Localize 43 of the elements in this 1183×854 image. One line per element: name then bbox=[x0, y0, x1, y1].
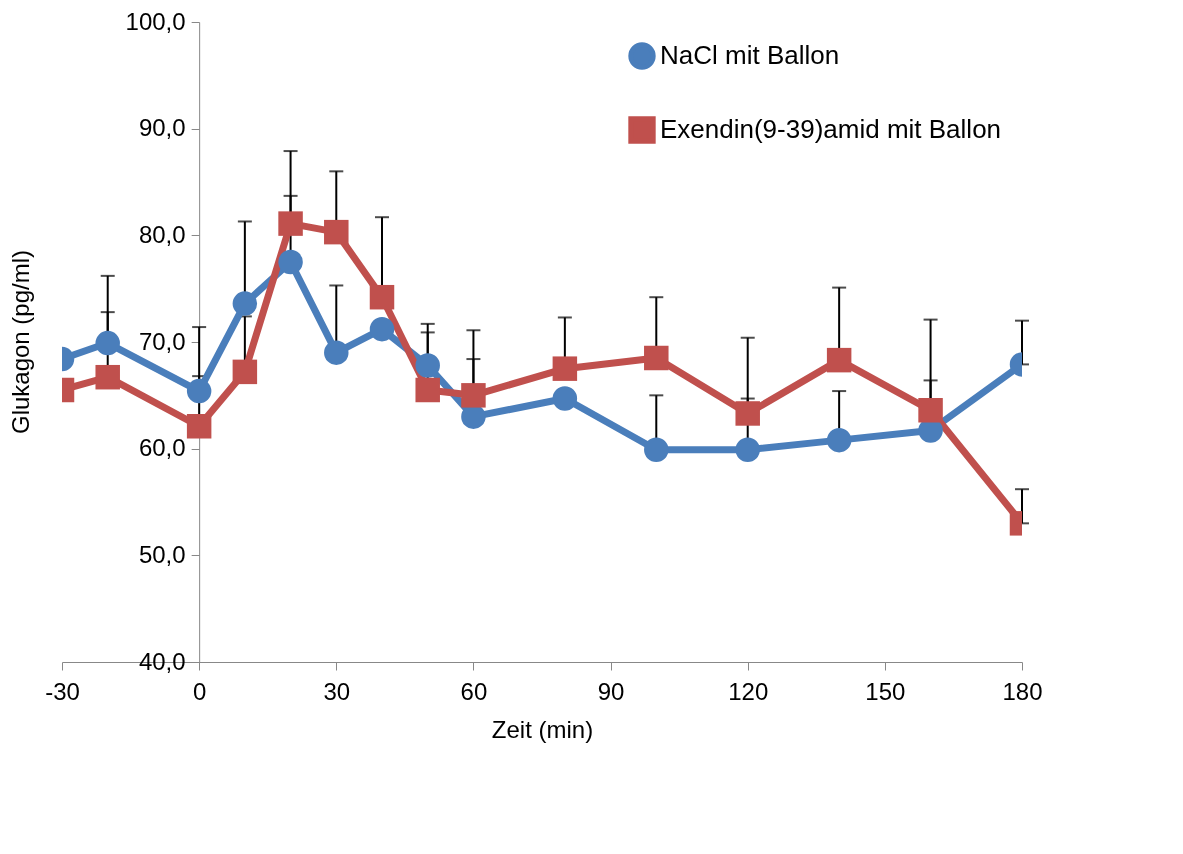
y-tick-label: 40,0 bbox=[138, 647, 186, 675]
legend-label: Exendin(9-39)amid mit Ballon bbox=[660, 114, 1002, 144]
point bbox=[232, 291, 258, 316]
point bbox=[826, 347, 852, 373]
point bbox=[735, 401, 760, 426]
y-tick-label: 80,0 bbox=[138, 220, 186, 248]
point bbox=[552, 356, 578, 381]
point bbox=[461, 383, 486, 408]
x-axis-title: Zeit (min) bbox=[491, 715, 594, 743]
point bbox=[918, 398, 943, 423]
point bbox=[826, 427, 852, 453]
point bbox=[186, 414, 212, 439]
point bbox=[415, 377, 440, 403]
point bbox=[415, 353, 440, 378]
point bbox=[644, 345, 669, 371]
y-tick-label: 50,0 bbox=[138, 540, 186, 568]
point bbox=[735, 437, 760, 462]
point bbox=[369, 316, 395, 342]
point bbox=[552, 386, 578, 411]
y-tick-label: 100,0 bbox=[125, 7, 186, 35]
point bbox=[278, 211, 303, 236]
point bbox=[186, 378, 212, 404]
x-tick-label: -30 bbox=[45, 677, 80, 705]
point bbox=[369, 284, 395, 310]
point bbox=[324, 340, 349, 365]
y-axis-title: Glukagon (pg/ml) bbox=[7, 249, 34, 435]
legend-label: NaCl mit Ballon bbox=[660, 40, 840, 70]
y-tick-label: 60,0 bbox=[138, 434, 186, 462]
point bbox=[95, 330, 120, 356]
x-tick-label: 120 bbox=[728, 677, 769, 705]
point bbox=[278, 249, 303, 275]
y-tick-label: 70,0 bbox=[138, 327, 186, 355]
x-tick-label: 180 bbox=[1002, 677, 1043, 705]
y-tick-label: 90,0 bbox=[138, 114, 186, 142]
x-tick-label: 30 bbox=[323, 677, 351, 705]
x-tick-label: 60 bbox=[460, 677, 488, 705]
point bbox=[324, 219, 349, 245]
x-tick-label: 0 bbox=[192, 677, 207, 705]
x-tick-label: 150 bbox=[865, 677, 906, 705]
point bbox=[232, 359, 258, 385]
point bbox=[95, 364, 120, 390]
x-tick-label: 90 bbox=[597, 677, 625, 705]
point bbox=[644, 437, 669, 462]
